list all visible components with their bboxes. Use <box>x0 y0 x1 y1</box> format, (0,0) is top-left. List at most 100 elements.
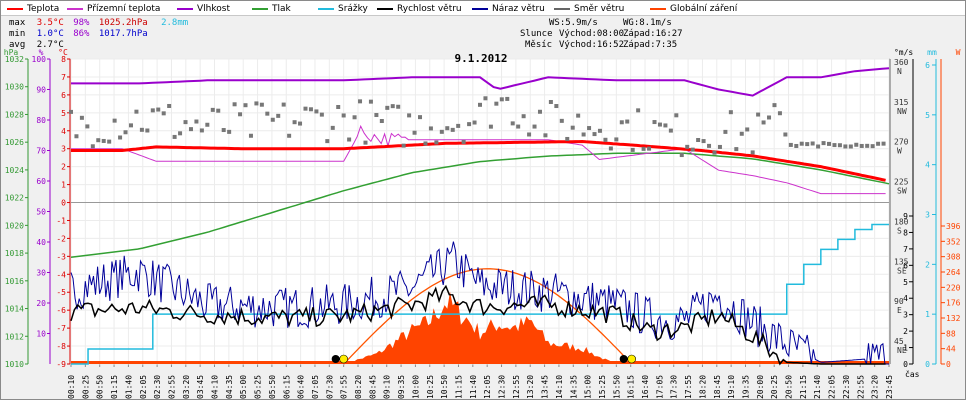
legend-swatch <box>318 7 334 10</box>
wind-direction-point <box>570 125 575 130</box>
wind-direction-point <box>90 144 95 149</box>
axis-degc-tick-label: -1 <box>56 216 66 225</box>
axis-ms-unit: m/s <box>899 48 914 57</box>
wind-direction-point <box>172 134 177 139</box>
wind-direction-point <box>259 102 264 107</box>
stat-min-press: 1017.7hPa <box>98 29 148 39</box>
stat-avg-row: avg 2.7°C <box>9 40 64 50</box>
axis-dir-tick: 180 <box>894 217 909 226</box>
wind-direction-point <box>745 127 750 132</box>
wind-direction-point <box>248 133 253 138</box>
wind-direction-point <box>854 142 859 147</box>
wind-direction-point <box>608 146 613 151</box>
stat-max-label: max <box>9 18 26 28</box>
axis-pct-tick-label: 10 <box>36 330 46 339</box>
sunrise-moon-marker <box>331 355 340 363</box>
stat-min-hum: 86% <box>73 29 90 39</box>
x-tick-label: 08:45 <box>368 375 377 399</box>
axis-pct-tick-label: 60 <box>36 177 46 186</box>
legend-label: Rychlost větru <box>397 3 462 14</box>
wind-direction-point <box>750 150 755 155</box>
x-tick-label: 07:55 <box>340 375 349 399</box>
wind-direction-point <box>412 130 417 135</box>
wind-direction-point <box>472 120 477 125</box>
x-tick-label: 06:15 <box>282 375 291 399</box>
axis-hpa-tick-label: 1024 <box>5 166 24 175</box>
x-tick-label: 19:10 <box>727 375 736 399</box>
x-tick-label: 00:10 <box>67 375 76 399</box>
series-wind-gust <box>70 241 889 365</box>
sun-set: Západ:16:27 <box>623 29 683 39</box>
wind-direction-point <box>401 143 406 148</box>
axis-hpa-tick-label: 1016 <box>5 277 24 286</box>
wind-direction-point <box>118 135 123 140</box>
wind-direction-point <box>96 138 101 143</box>
stat-max-rain: 2.8mm <box>161 18 189 28</box>
wind-direction-point <box>696 138 701 143</box>
moon-set: Západ:7:35 <box>623 40 678 50</box>
x-tick-label: 05:25 <box>254 375 263 399</box>
axis-wm2-tick-label: 0 <box>946 360 951 369</box>
wind-direction-point <box>363 140 368 145</box>
wind-direction-point <box>205 122 210 127</box>
x-tick-label: 17:55 <box>684 375 693 399</box>
axis-wm2-tick-label: 264 <box>946 268 961 277</box>
wind-direction-point <box>876 141 881 146</box>
x-tick-label: 15:25 <box>598 375 607 399</box>
wind-direction-point <box>347 137 352 142</box>
wind-direction-point <box>783 132 788 137</box>
wind-direction-point <box>183 120 188 125</box>
sun-rise: Východ:08:00 <box>559 29 625 39</box>
legend-label: Tlak <box>272 3 291 14</box>
x-tick-label: 03:45 <box>196 375 205 399</box>
wind-direction-point <box>527 132 532 137</box>
axis-mm-tick-label: 5 <box>925 111 930 120</box>
wind-direction-point <box>865 143 870 148</box>
wind-direction-point <box>467 122 472 127</box>
axis-dir-tick: 45 <box>894 337 904 346</box>
x-tick-label: 06:40 <box>297 375 306 399</box>
axis-ms-tick-label: 0 <box>903 360 908 369</box>
x-tick-label: 17:05 <box>655 375 664 399</box>
axis-hpa-tick-label: 1028 <box>5 110 24 119</box>
axis-pct-tick-label: 70 <box>36 147 46 156</box>
wind-direction-point <box>390 104 395 109</box>
wind-direction-point <box>107 139 112 144</box>
wind-direction-point <box>756 112 761 117</box>
x-tick-label: 04:10 <box>211 375 220 399</box>
wind-direction-point <box>881 141 886 146</box>
axis-pct-tick-label: 50 <box>36 208 46 217</box>
axis-pct-tick-label: 40 <box>36 238 46 247</box>
wind-direction-point <box>592 132 597 137</box>
wind-speed-stat: WS:5.9m/s <box>549 18 598 28</box>
wind-direction-point <box>210 107 215 112</box>
x-tick-label: 05:00 <box>239 375 248 399</box>
axis-pct-tick-label: 100 <box>32 55 47 64</box>
wind-direction-point <box>707 143 712 148</box>
wind-direction-point <box>439 129 444 134</box>
x-tick-label: 12:30 <box>498 375 507 399</box>
x-tick-label: 00:25 <box>81 375 90 399</box>
wind-direction-point <box>314 109 319 114</box>
axis-degc-tick-label: 5 <box>61 109 66 118</box>
legend-label: Vlhkost <box>197 3 230 14</box>
axis-degc-tick-label: 0 <box>61 199 66 208</box>
wind-direction-point <box>810 141 815 146</box>
stat-max-temp: 3.5°C <box>36 18 64 28</box>
axis-ms-tick-label: 9 <box>903 212 908 221</box>
legend-item-1: Přízemní teplota <box>67 3 160 14</box>
axis-degc-tick-label: 1 <box>61 181 66 190</box>
x-tick-label: 13:20 <box>526 375 535 399</box>
wind-direction-point <box>848 144 853 149</box>
wind-direction-point <box>450 127 455 132</box>
axis-dir-compass: W <box>897 147 902 156</box>
wind-direction-point <box>674 113 679 118</box>
x-tick-label: 14:10 <box>555 375 564 399</box>
axis-mm-tick-label: 0 <box>925 360 930 369</box>
x-tick-label: 22:30 <box>842 375 851 399</box>
wind-direction-point <box>287 133 292 138</box>
legend-item-5: Rychlost větru <box>377 3 462 14</box>
axis-dir-compass: NE <box>897 346 907 355</box>
